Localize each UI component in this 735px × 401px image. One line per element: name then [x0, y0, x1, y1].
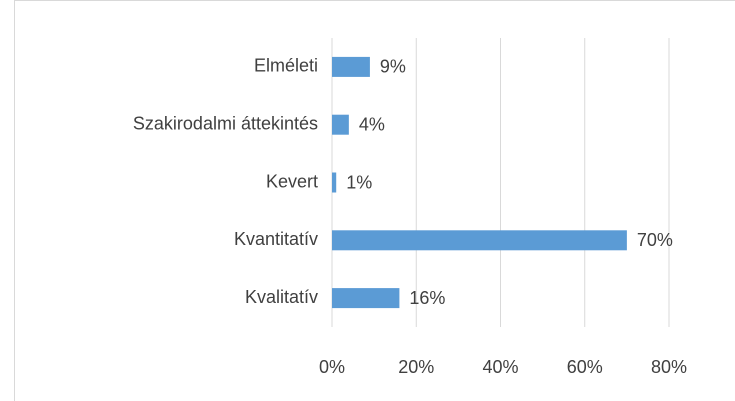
y-tick-label: Kvalitatív	[245, 287, 318, 307]
bar	[332, 230, 627, 251]
bar	[332, 56, 370, 77]
data-label: 9%	[380, 57, 406, 77]
y-tick-label: Kvantitatív	[234, 229, 318, 249]
x-tick-label: 60%	[567, 357, 603, 377]
x-tick-label: 0%	[319, 357, 345, 377]
x-tick-label: 40%	[482, 357, 518, 377]
data-label: 1%	[346, 172, 372, 192]
y-tick-label: Szakirodalmi áttekintés	[133, 113, 318, 133]
bar	[332, 172, 337, 193]
y-tick-label: Kevert	[266, 171, 318, 191]
data-label: 70%	[637, 230, 673, 250]
x-tick-label: 80%	[651, 357, 687, 377]
data-label: 16%	[409, 288, 445, 308]
bar	[332, 114, 349, 135]
chart-frame	[14, 0, 735, 401]
y-tick-label: Elméleti	[254, 56, 318, 76]
x-tick-label: 20%	[398, 357, 434, 377]
data-label: 4%	[359, 114, 385, 134]
bar	[332, 288, 400, 309]
